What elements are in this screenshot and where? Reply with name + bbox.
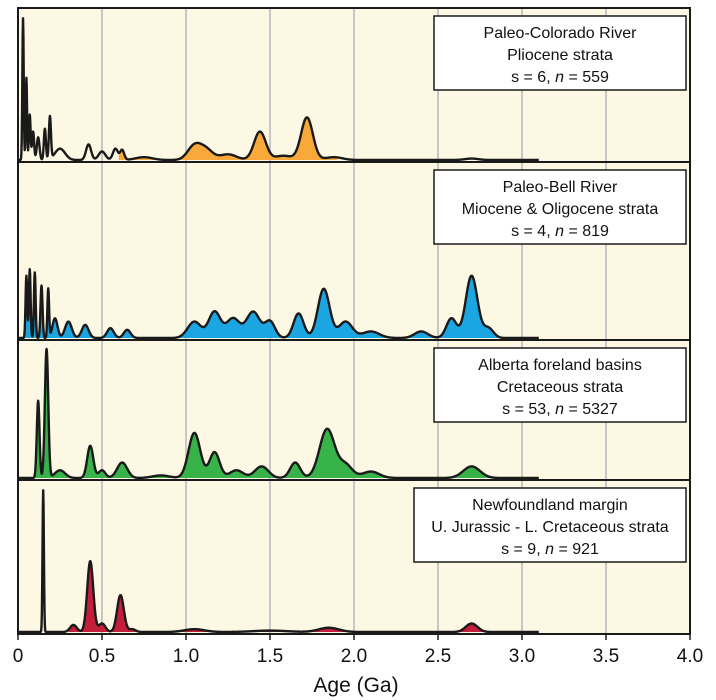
legends: Paleo-Colorado River Pliocene strata s = 6… [413, 15, 687, 563]
legend-box-2 [433, 169, 687, 245]
panel-4 [17, 489, 540, 634]
density-fill-2 [18, 269, 506, 338]
x-axis-title: Age (Ga) [313, 674, 398, 697]
legend-counts-3: s = 53, n = 5327 [502, 401, 618, 418]
density-curve-4 [17, 489, 540, 634]
density-curve-1 [17, 17, 540, 162]
legend-3: Alberta foreland basins Cretaceous strata… [433, 347, 687, 423]
legend-line-2-2: Miocene & Oligocene strata [462, 201, 659, 218]
x-tick-label-5: 2.5 [425, 646, 451, 667]
x-tick-label-4: 2.0 [341, 646, 367, 667]
x-tick-label-0: 0 [13, 646, 24, 667]
x-axis: 0 0.5 1.0 1.5 2.0 2.5 3.0 3.5 4.0 [13, 634, 703, 667]
x-tick-label-3: 1.5 [257, 646, 283, 667]
legend-line-3-1: Alberta foreland basins [478, 357, 642, 374]
legend-line-3-2: Cretaceous strata [497, 379, 623, 396]
legend-box-4 [413, 487, 687, 563]
legend-line-1-1: Paleo-Colorado River [484, 25, 638, 42]
panel-3 [17, 347, 540, 480]
legend-box-1 [433, 15, 687, 91]
legend-1: Paleo-Colorado River Pliocene strata s = 6… [433, 15, 687, 91]
x-tick-label-7: 3.5 [593, 646, 619, 667]
x-tick-label-2: 1.0 [173, 646, 199, 667]
legend-counts-1: s = 6, n = 559 [511, 69, 609, 86]
x-tick-label-8: 4.0 [677, 646, 703, 667]
density-curve-3 [17, 347, 540, 480]
legend-counts-4: s = 9, n = 921 [501, 541, 599, 558]
legend-line-1-2: Pliocene strata [507, 47, 613, 64]
legend-line-4-1: Newfoundland margin [472, 497, 628, 514]
legend-counts-2: s = 4, n = 819 [511, 223, 609, 240]
density-curves [17, 17, 540, 634]
legend-2: Paleo-Bell River Miocene & Oligocene stra… [433, 169, 687, 245]
legend-box-3 [433, 347, 687, 423]
x-tick-label-1: 0.5 [89, 646, 115, 667]
legend-4: Newfoundland margin U. Jurassic - L. Cret… [413, 487, 687, 563]
x-tick-label-6: 3.0 [509, 646, 535, 667]
panel-2 [17, 268, 540, 340]
density-fill-1 [118, 117, 338, 160]
panel-1 [17, 17, 540, 162]
legend-line-4-2: U. Jurassic - L. Cretaceous strata [431, 519, 669, 536]
legend-line-2-1: Paleo-Bell River [503, 179, 618, 196]
density-curve-2 [17, 268, 540, 340]
